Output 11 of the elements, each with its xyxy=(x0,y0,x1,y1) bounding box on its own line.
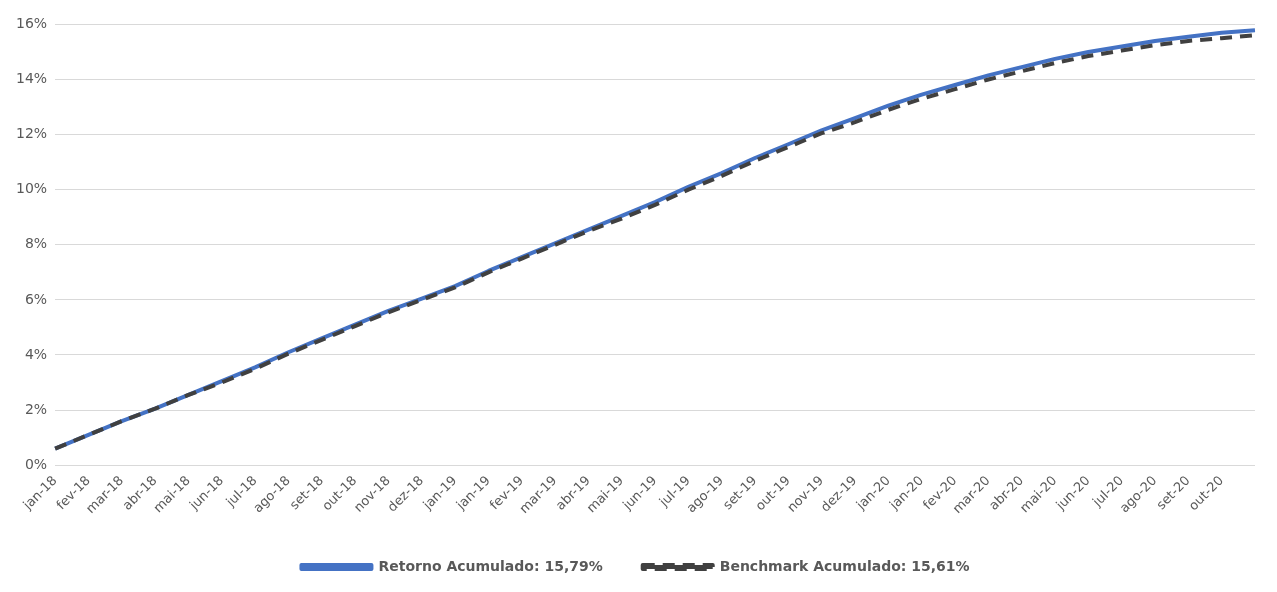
y-tick-label: 6% xyxy=(24,290,48,307)
legend-label: Retorno Acumulado: 15,79% xyxy=(378,557,603,574)
y-tick-label: 8% xyxy=(24,235,48,252)
y-tick-label: 4% xyxy=(24,345,48,362)
legend-label: Benchmark Acumulado: 15,61% xyxy=(719,557,970,574)
y-tick-label: 0% xyxy=(24,455,48,472)
y-tick-label: 2% xyxy=(24,400,48,417)
y-tick-label: 14% xyxy=(15,70,48,87)
y-tick-label: 16% xyxy=(15,15,48,32)
y-tick-label: 12% xyxy=(15,125,48,142)
y-tick-label: 10% xyxy=(15,180,48,197)
